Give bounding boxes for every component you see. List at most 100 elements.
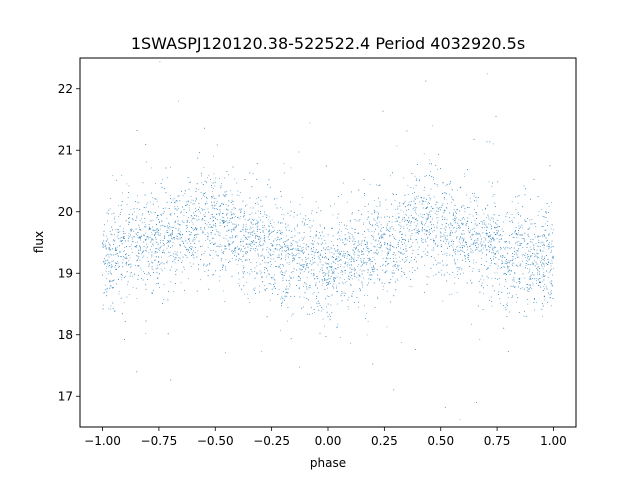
data-point xyxy=(322,256,324,258)
data-point xyxy=(387,252,389,254)
data-point xyxy=(369,263,371,265)
data-point xyxy=(326,287,328,289)
data-point xyxy=(151,233,153,235)
data-point xyxy=(257,229,259,231)
data-point xyxy=(113,243,114,245)
data-point xyxy=(512,258,514,260)
data-point xyxy=(320,235,322,237)
data-point xyxy=(400,251,402,253)
data-point xyxy=(279,330,281,332)
data-point xyxy=(256,198,258,200)
data-point xyxy=(140,236,142,238)
data-point xyxy=(525,259,527,261)
data-point xyxy=(286,235,288,237)
data-point xyxy=(403,253,405,255)
data-point xyxy=(503,273,505,275)
data-point xyxy=(238,217,240,219)
data-point xyxy=(120,212,122,214)
data-point xyxy=(529,219,531,221)
data-point xyxy=(442,203,444,205)
data-point xyxy=(141,253,143,255)
data-point xyxy=(160,263,162,265)
data-point xyxy=(405,245,407,247)
data-point xyxy=(254,277,256,279)
data-point xyxy=(231,209,233,210)
data-point xyxy=(262,205,264,207)
data-point xyxy=(350,258,352,260)
data-point xyxy=(396,267,398,269)
data-point xyxy=(266,247,268,248)
data-point xyxy=(456,217,458,219)
data-point xyxy=(285,240,287,242)
data-point xyxy=(206,203,208,205)
data-point xyxy=(383,283,385,284)
data-point xyxy=(228,248,230,250)
data-point xyxy=(250,262,252,263)
data-point xyxy=(250,221,252,223)
data-point xyxy=(183,209,185,211)
data-point xyxy=(184,192,186,194)
data-point xyxy=(257,220,259,222)
data-point xyxy=(104,284,106,286)
data-point xyxy=(109,249,111,251)
data-point xyxy=(127,197,129,199)
data-point xyxy=(450,232,452,234)
data-point xyxy=(381,282,383,284)
data-point xyxy=(130,244,132,246)
data-point xyxy=(236,226,238,228)
data-point xyxy=(361,284,363,286)
data-point xyxy=(503,221,504,223)
data-point xyxy=(246,281,247,283)
data-point xyxy=(287,226,289,228)
data-point xyxy=(366,254,368,256)
data-point xyxy=(511,264,513,266)
data-point xyxy=(281,232,283,234)
data-point xyxy=(485,239,486,241)
data-point xyxy=(392,246,393,248)
data-point xyxy=(511,214,513,215)
data-point xyxy=(468,231,470,233)
data-point xyxy=(394,229,396,231)
data-point xyxy=(357,265,359,267)
data-point xyxy=(460,236,462,237)
data-point xyxy=(443,227,445,229)
data-point xyxy=(281,213,283,215)
data-point xyxy=(112,265,113,267)
data-point xyxy=(449,234,451,236)
data-point xyxy=(344,244,346,246)
data-point xyxy=(339,259,341,261)
data-point xyxy=(533,259,535,261)
data-point xyxy=(530,275,532,277)
data-point xyxy=(298,262,300,264)
data-point xyxy=(172,238,173,240)
data-point xyxy=(158,287,160,288)
data-point xyxy=(405,234,407,236)
data-point xyxy=(222,221,224,222)
data-point xyxy=(108,281,110,283)
data-point xyxy=(305,257,307,259)
data-point xyxy=(269,220,271,222)
data-point xyxy=(173,206,175,208)
data-point xyxy=(549,241,550,243)
data-point xyxy=(284,275,285,276)
data-point xyxy=(463,239,465,241)
data-point xyxy=(398,239,400,241)
data-point xyxy=(527,254,529,256)
data-point xyxy=(115,179,117,181)
data-point xyxy=(117,231,119,233)
data-point xyxy=(543,216,545,218)
data-point xyxy=(344,234,346,235)
data-point xyxy=(186,242,188,244)
data-point xyxy=(209,264,210,266)
data-point xyxy=(242,229,244,231)
data-point xyxy=(346,201,348,203)
data-point xyxy=(249,228,251,230)
data-point xyxy=(513,253,515,255)
data-point xyxy=(251,212,253,214)
data-point xyxy=(135,241,137,243)
data-point xyxy=(132,286,134,288)
data-point xyxy=(133,274,135,276)
data-point xyxy=(303,265,305,267)
data-point xyxy=(352,240,354,242)
